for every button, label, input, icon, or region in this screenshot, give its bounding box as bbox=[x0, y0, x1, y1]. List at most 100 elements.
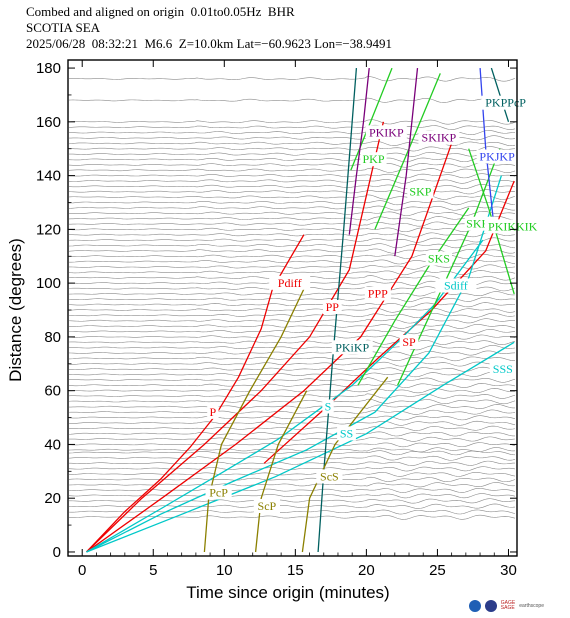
y-tick-label: 100 bbox=[36, 275, 61, 292]
seismogram-trace bbox=[68, 460, 516, 466]
phase-label: Sdiff bbox=[444, 279, 468, 293]
seismogram-trace bbox=[68, 471, 516, 477]
header-region: SCOTIA SEA bbox=[26, 20, 101, 35]
seismogram-trace bbox=[68, 393, 516, 399]
phase-label-bg bbox=[418, 130, 460, 145]
phase-label-bg bbox=[316, 469, 343, 484]
seismogram-trace bbox=[68, 248, 516, 254]
seismogram-trace bbox=[68, 509, 516, 515]
seismogram-trace bbox=[68, 324, 516, 329]
y-tick-label: 20 bbox=[44, 490, 61, 507]
seismogram-trace bbox=[68, 97, 516, 104]
phase-curve-pcp bbox=[203, 282, 308, 553]
gage-sage-text: GAGE SAGE bbox=[501, 601, 515, 611]
header-title: Combed and aligned on origin 0.01to0.05H… bbox=[26, 4, 295, 19]
x-tick-label: 0 bbox=[78, 562, 86, 579]
phase-curve-skikp bbox=[394, 68, 419, 257]
seismogram-trace bbox=[68, 76, 516, 82]
seismogram-trace bbox=[68, 270, 516, 276]
seismogram-trace bbox=[68, 119, 516, 125]
seismogram-trace bbox=[68, 146, 516, 152]
nsf-logo-icon bbox=[468, 600, 481, 612]
phase-label-bg bbox=[399, 335, 419, 349]
seismogram-trace bbox=[68, 383, 516, 388]
y-tick-label: 120 bbox=[36, 221, 61, 238]
seismogram-trace bbox=[68, 334, 516, 340]
seismogram-trace bbox=[68, 398, 516, 405]
seismogram-trace bbox=[68, 194, 516, 200]
phase-label: PKPPcP bbox=[485, 96, 526, 110]
seismogram-trace bbox=[68, 205, 516, 211]
phase-label-bg bbox=[364, 286, 391, 301]
earthscope-logo: earthscope bbox=[519, 602, 544, 609]
gage-sage-logo-icon bbox=[484, 600, 497, 612]
seismogram-trace bbox=[68, 221, 516, 227]
phase-label: SKIKP bbox=[422, 131, 457, 145]
phase-label-bg bbox=[407, 184, 434, 199]
seismogram-trace bbox=[68, 307, 516, 313]
phase-label: SP bbox=[402, 335, 416, 349]
seismogram-trace bbox=[68, 318, 516, 324]
seismogram-trace bbox=[68, 124, 516, 130]
seismogram-trace bbox=[68, 371, 516, 378]
phase-curve-pp bbox=[86, 121, 385, 553]
phase-curve-scp bbox=[254, 390, 308, 553]
seismogram-trace bbox=[68, 366, 516, 372]
seismogram-trace bbox=[68, 178, 516, 184]
phase-label-bg bbox=[207, 404, 219, 419]
seismogram-trace bbox=[68, 167, 516, 173]
y-axis-ticks: 0 20 40 60 80 100 120 140 160 180 bbox=[36, 60, 517, 561]
y-tick-label: 40 bbox=[44, 436, 61, 453]
phase-label: SSS bbox=[493, 362, 513, 376]
seismogram-trace bbox=[68, 356, 516, 362]
seismogram-trace bbox=[68, 200, 516, 206]
phase-curve-sss bbox=[86, 341, 515, 553]
x-axis-ticks: 0 5 10 15 20 25 30 bbox=[78, 60, 517, 579]
phase-label: SKS bbox=[428, 252, 450, 266]
seismogram-trace bbox=[68, 227, 516, 233]
x-tick-label: 5 bbox=[149, 562, 157, 579]
phase-label-bg bbox=[360, 152, 387, 167]
plot-frame bbox=[67, 59, 518, 557]
seismogram-trace bbox=[68, 210, 516, 216]
seismogram-trace bbox=[68, 493, 516, 499]
seismogram-trace bbox=[68, 482, 516, 488]
phase-labels: PPdiffPPPPPSPPKiKPSSSSSSSdiffSKSSKKSPKIK… bbox=[205, 95, 541, 513]
seismogram-trace bbox=[68, 264, 516, 270]
x-tick-label: 20 bbox=[358, 562, 375, 579]
seismogram-trace bbox=[68, 447, 516, 453]
phase-label-bg bbox=[476, 149, 518, 164]
phase-label: PKIKKIK bbox=[488, 219, 538, 233]
seismogram-trace bbox=[68, 503, 516, 509]
y-axis-label: Distance (degrees) bbox=[6, 238, 25, 382]
seismogram-trace bbox=[68, 498, 516, 504]
phase-label: PP bbox=[326, 300, 340, 314]
seismogram-trace bbox=[68, 151, 516, 157]
phase-label: PKiKP bbox=[335, 340, 369, 354]
x-tick-label: 30 bbox=[500, 562, 517, 579]
y-tick-label: 180 bbox=[36, 60, 61, 77]
phase-curve-skp bbox=[374, 73, 441, 230]
seismogram-trace bbox=[68, 409, 516, 415]
phase-label-bg bbox=[322, 300, 342, 314]
seismogram-trace bbox=[68, 237, 516, 243]
phase-curve-pkikp bbox=[348, 68, 370, 235]
seismogram-trace bbox=[68, 173, 516, 179]
seismogram-trace bbox=[68, 345, 516, 351]
seismogram-trace bbox=[68, 466, 516, 472]
seismogram-trace bbox=[68, 339, 516, 345]
seismogram-trace bbox=[68, 377, 516, 383]
phase-curve-pkjkp bbox=[479, 68, 495, 230]
phase-label: P bbox=[210, 405, 217, 419]
seismogram-trace bbox=[68, 162, 516, 168]
seismogram-trace bbox=[68, 232, 516, 238]
seismogram-trace bbox=[68, 455, 516, 461]
y-tick-label: 60 bbox=[44, 383, 61, 400]
phase-label: Pdiff bbox=[278, 276, 302, 290]
phase-label: ScP bbox=[258, 499, 277, 513]
phase-label: S bbox=[325, 400, 332, 414]
seismogram-trace bbox=[68, 442, 516, 448]
phase-curve-s bbox=[86, 304, 436, 553]
phase-curve-pkikkik bbox=[468, 148, 515, 295]
phase-label: PKJKP bbox=[479, 150, 515, 164]
